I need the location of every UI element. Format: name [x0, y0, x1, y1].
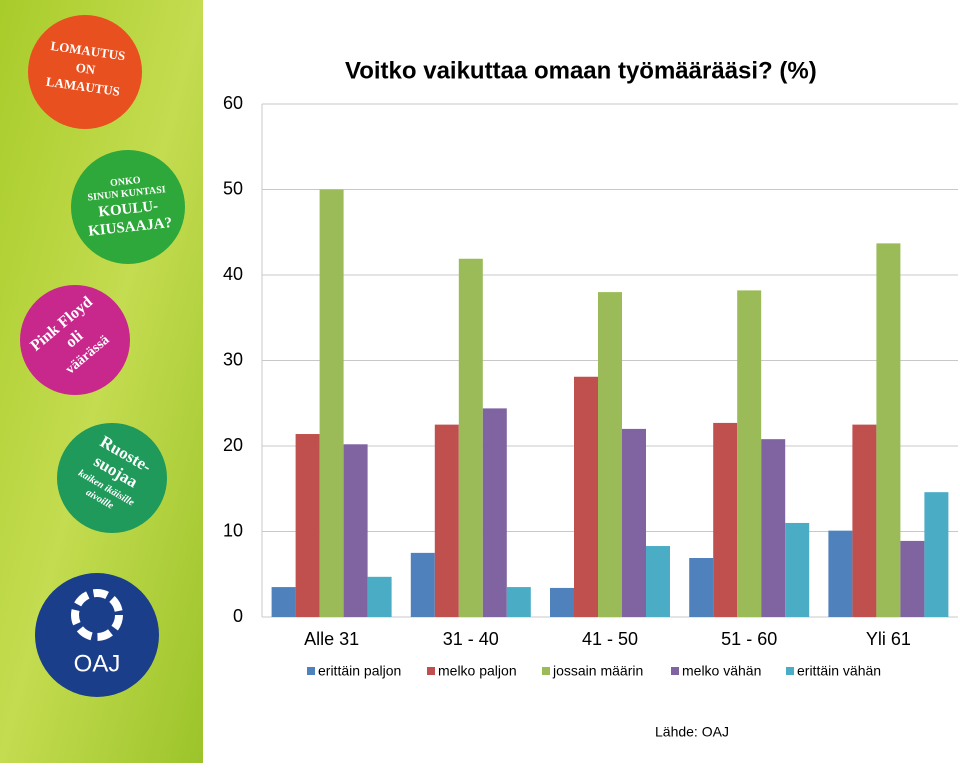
bar	[828, 530, 853, 617]
chart-title: Voitko vaikuttaa omaan työmäärääsi? (%)	[345, 57, 817, 84]
bar	[506, 587, 531, 617]
bar	[622, 428, 646, 617]
badge-text: ON	[75, 60, 97, 78]
bar	[574, 376, 598, 617]
badge-text: ONKO	[110, 175, 142, 189]
legend-swatch	[786, 667, 794, 675]
bar	[924, 492, 949, 617]
y-tick-label: 20	[223, 435, 243, 455]
bar	[852, 424, 877, 617]
legend-label: erittäin vähän	[797, 663, 881, 679]
y-tick-label: 30	[223, 349, 243, 369]
legend-label: melko vähän	[682, 663, 761, 679]
badge-text: KOULU-	[98, 198, 159, 220]
y-tick-label: 50	[223, 178, 243, 198]
x-tick-label: Yli 61	[866, 629, 911, 649]
bar	[785, 522, 810, 617]
bar	[689, 558, 714, 617]
badge	[71, 150, 185, 264]
legend-label: erittäin paljon	[318, 663, 401, 679]
bar	[646, 546, 670, 617]
badge	[28, 15, 142, 129]
bar	[876, 243, 901, 618]
x-tick-label: 31 - 40	[443, 629, 499, 649]
bar	[737, 290, 762, 617]
bar	[550, 587, 574, 617]
badge-logo	[71, 589, 123, 641]
bar	[271, 587, 296, 617]
legend-swatch	[427, 667, 435, 675]
badge	[35, 573, 159, 697]
y-tick-label: 0	[233, 606, 243, 626]
legend-label: melko paljon	[438, 663, 517, 679]
bar	[900, 540, 925, 617]
bar	[295, 434, 320, 617]
bar	[598, 292, 622, 617]
source: Lähde: OAJ	[655, 724, 729, 740]
x-tick-label: Alle 31	[304, 629, 359, 649]
bar	[319, 189, 344, 617]
bar	[410, 552, 435, 617]
bar	[713, 422, 738, 617]
bar	[367, 576, 392, 617]
badge	[20, 285, 130, 395]
bar	[482, 408, 507, 617]
y-tick-label: 60	[223, 93, 243, 113]
badge	[57, 423, 167, 533]
legend-swatch	[671, 667, 679, 675]
y-tick-label: 40	[223, 264, 243, 284]
badge-text: OAJ	[74, 650, 121, 677]
x-tick-label: 51 - 60	[721, 629, 777, 649]
bar	[761, 439, 786, 617]
legend-swatch	[307, 667, 315, 675]
x-tick-label: 41 - 50	[582, 629, 638, 649]
y-tick-label: 10	[223, 520, 243, 540]
legend-label: jossain määrin	[552, 663, 643, 679]
legend-swatch	[542, 667, 550, 675]
bar	[458, 258, 483, 617]
bar	[343, 444, 368, 617]
bar	[434, 424, 459, 617]
